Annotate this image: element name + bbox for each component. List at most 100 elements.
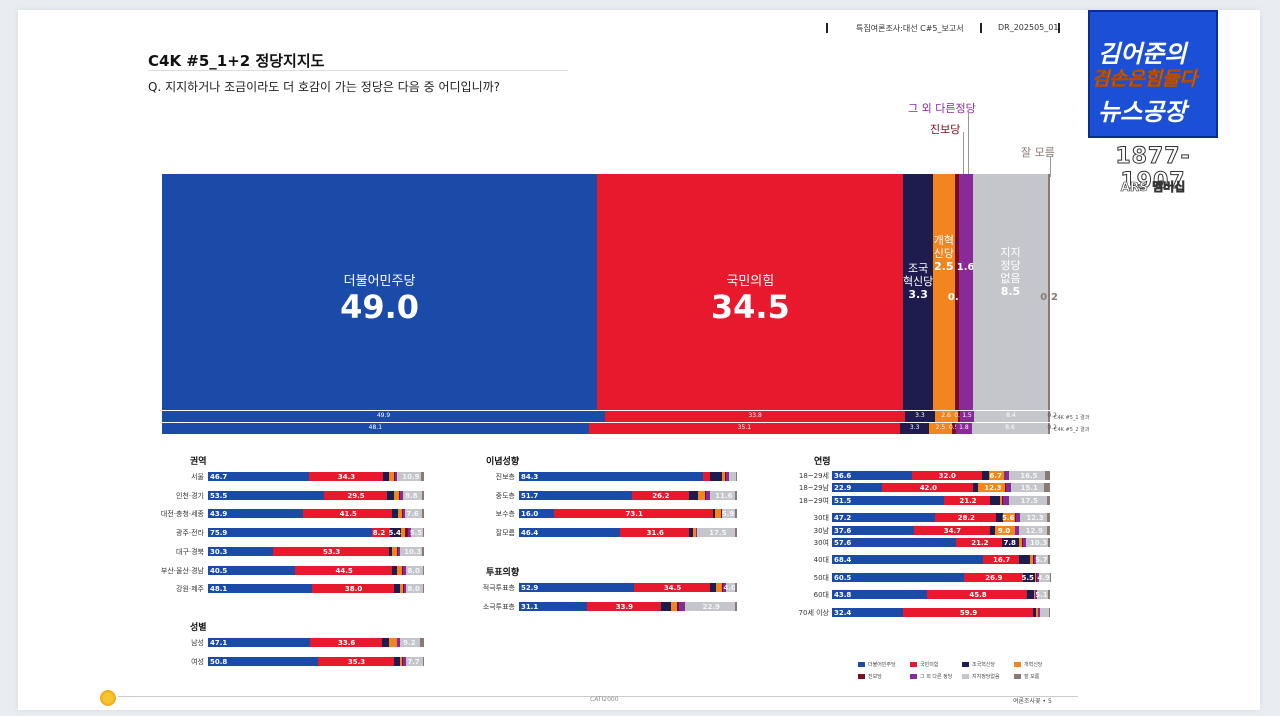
- mini-value: 6.7: [989, 472, 1002, 480]
- logo-line1: 김어준의: [1098, 40, 1187, 68]
- mini-segment-prog: [1003, 471, 1005, 480]
- mini-segment-prog: [677, 601, 680, 611]
- mini-segment-ppp: [934, 513, 997, 523]
- segment-value-reform: 2.5: [934, 260, 954, 273]
- mini-segment-dem: [832, 495, 945, 505]
- mini-value: 9.0: [997, 526, 1011, 535]
- row-label: 대구·경북: [176, 547, 204, 556]
- legend-swatch-dk: [1014, 674, 1021, 679]
- comparison-value: 1.8: [959, 424, 969, 431]
- mini-segment-dk: [1049, 572, 1051, 582]
- mini-value: 84.3: [521, 473, 539, 481]
- mini-segment-ppp: [295, 565, 392, 575]
- mini-segment-ppp: [273, 546, 389, 556]
- mini-segment-rebuild: [973, 483, 979, 493]
- mini-value: 33.6: [338, 639, 356, 647]
- mini-value: 34.5: [663, 584, 682, 592]
- mini-segment-dk: [420, 638, 425, 647]
- segment-value-dem: 49.0: [340, 288, 420, 326]
- mini-value: 30.3: [210, 547, 228, 556]
- mini-segment-other: [402, 656, 407, 666]
- mini-value: 43.9: [210, 510, 228, 519]
- row-label: 18~29여: [798, 496, 829, 505]
- mini-segment-dem: [519, 472, 704, 481]
- mini-segment-rebuild: [382, 472, 390, 481]
- row-label: 대전·충청·세종: [160, 510, 204, 519]
- panel-title: 이념성향: [486, 457, 520, 467]
- mini-segment-rebuild: [981, 471, 990, 480]
- mini-segment-rebuild: [393, 656, 400, 666]
- mini-value: 51.5: [834, 496, 852, 505]
- mini-segment-rebuild: [387, 490, 395, 500]
- mini-segment-dk: [1045, 471, 1051, 480]
- mini-segment-none: [709, 490, 736, 500]
- page-title: C4K #5_1+2 정당지지도: [148, 52, 325, 70]
- mini-segment-other: [402, 565, 407, 575]
- mini-segment-reform: [393, 490, 400, 500]
- mini-segment-none: [405, 509, 423, 519]
- mini-segment-dk: [421, 490, 425, 500]
- mini-segment-none: [1008, 495, 1048, 505]
- mini-value: 8.2: [372, 529, 386, 538]
- mini-segment-dem: [208, 546, 274, 556]
- mini-segment-dem: [519, 509, 555, 518]
- mini-value: 41.5: [339, 510, 357, 519]
- bar-segment-dk: [1048, 174, 1051, 410]
- mini-segment-reform: [977, 483, 1006, 493]
- mini-value: 5.5: [1021, 573, 1034, 582]
- mini-value: 10.9: [402, 473, 420, 481]
- mini-segment-none: [1040, 607, 1050, 617]
- mini-segment-ppp: [944, 495, 991, 505]
- mini-value: 15.1: [1020, 484, 1038, 493]
- breakdown-panels: 권역 서울 46.7 34.3 10.9 인천·경기 53.5 29.5 8.8 대전·충청·세종…: [18, 10, 1260, 710]
- mini-value: 12.3: [1026, 514, 1044, 523]
- mini-segment-other: [1033, 555, 1037, 565]
- mini-segment-prog: [1036, 572, 1038, 582]
- report-page: 특집여론조사:대선 C#5_보고서 DR_202505_01 C4K #5_1+…: [18, 10, 1260, 710]
- mini-segment-rebuild: [660, 601, 671, 611]
- mini-value: 5.7: [1035, 556, 1048, 565]
- mini-value: 60.5: [834, 573, 852, 582]
- mini-segment-dk: [735, 527, 738, 537]
- mini-segment-dk: [420, 472, 425, 481]
- mini-segment-none: [1039, 572, 1051, 582]
- comparison-value: 0.3: [954, 412, 964, 419]
- mini-segment-ppp: [309, 638, 383, 647]
- header-report-title: 특집여론조사:대선 C#5_보고서: [856, 24, 964, 33]
- mini-segment-reform: [392, 546, 398, 556]
- comparison-segment-dk: [1048, 423, 1051, 434]
- mini-segment-rebuild: [709, 583, 717, 592]
- mini-segment-dem: [208, 565, 296, 575]
- title-underline: [148, 70, 568, 71]
- mini-segment-none: [400, 638, 421, 647]
- comparison-value: 49.9: [376, 412, 391, 419]
- mini-segment-dem: [208, 584, 313, 594]
- logo-subtitle: ARS 멤버십: [1120, 180, 1186, 195]
- comparison-value: 35.1: [737, 424, 752, 431]
- comparison-segment-dk: [1048, 411, 1051, 422]
- comparison-value: 2.5: [935, 424, 946, 431]
- mini-segment-reform: [397, 565, 403, 575]
- segment-name-reform: 신당: [933, 247, 954, 260]
- mini-value: 17.5: [1020, 496, 1038, 505]
- mini-segment-prog: [721, 509, 722, 518]
- legend-label: 잘 모름: [1024, 674, 1040, 680]
- mini-segment-reform: [1030, 555, 1033, 565]
- mini-segment-rebuild: [392, 509, 399, 519]
- callout-leader: [963, 132, 964, 177]
- comparison-value: 0.2: [1047, 412, 1057, 419]
- row-label: 30대: [813, 514, 829, 523]
- mini-segment-other: [726, 472, 730, 481]
- mini-segment-dk: [1046, 495, 1051, 505]
- mini-segment-rebuild: [713, 509, 716, 518]
- mini-segment-dem: [832, 483, 883, 493]
- row-label: 잘모름: [495, 528, 515, 537]
- mini-segment-none: [400, 546, 423, 556]
- row-label: 중도층: [495, 491, 515, 500]
- footer-divider: [118, 696, 1078, 697]
- mini-value: 53.3: [323, 547, 341, 556]
- mini-segment-rebuild: [990, 495, 1001, 505]
- mini-value: 43.8: [834, 591, 852, 600]
- mini-segment-rebuild: [1002, 538, 1020, 547]
- logo-years: 1877-1907: [1115, 144, 1191, 195]
